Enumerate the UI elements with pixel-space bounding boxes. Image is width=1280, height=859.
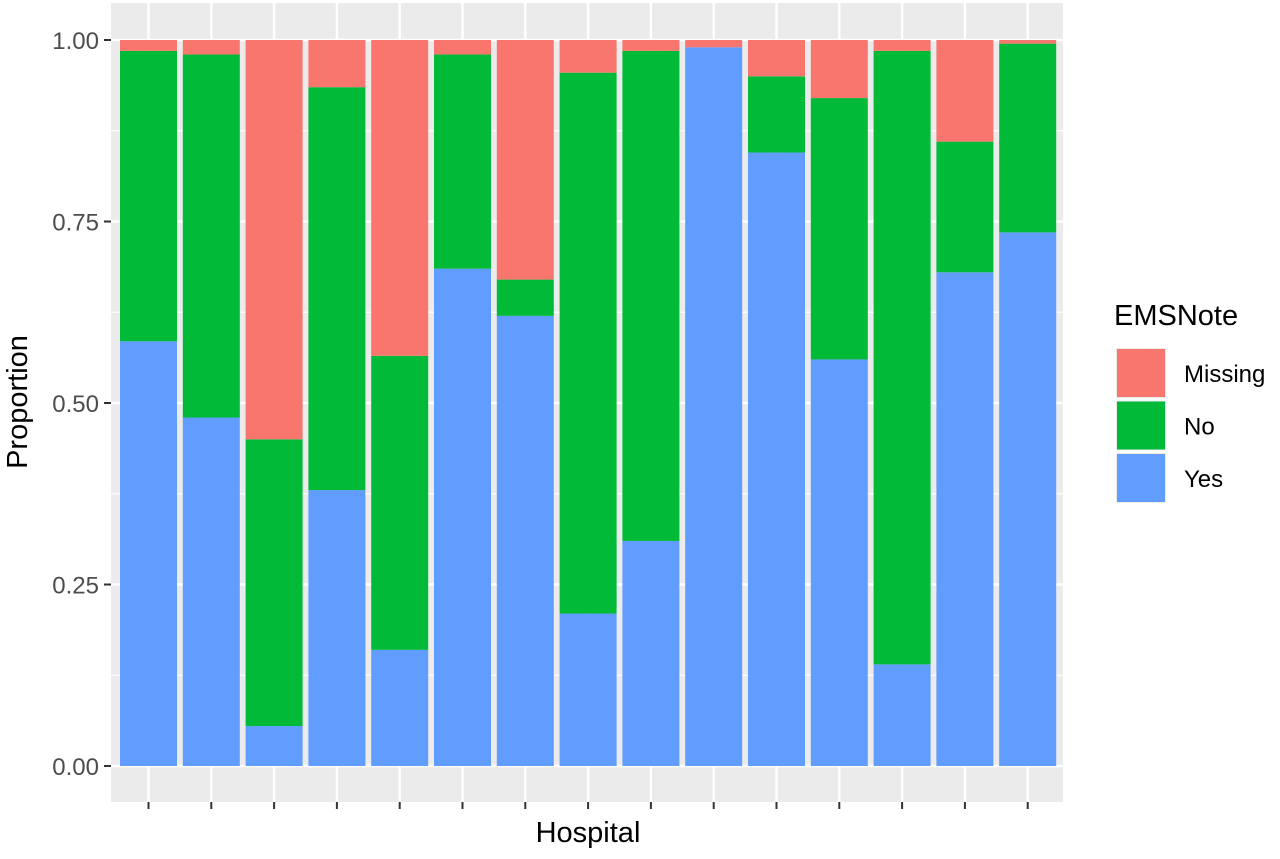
bar-stack — [685, 40, 743, 766]
bar-segment-no — [182, 54, 240, 418]
legend-swatch — [1117, 401, 1165, 450]
y-tick-label: 0.50 — [52, 391, 99, 418]
bar-segment-yes — [999, 232, 1057, 766]
y-tick-label: 1.00 — [52, 28, 99, 55]
legend: EMSNote Missing No Yes — [1114, 300, 1265, 503]
bar-segment-missing — [120, 40, 177, 51]
bar-segment-no — [936, 141, 994, 273]
bar-segment-yes — [748, 152, 805, 766]
bars — [120, 40, 1057, 766]
bar-stack — [434, 40, 491, 766]
bar-segment-no — [748, 76, 805, 153]
legend-item-yes: Yes — [1116, 453, 1223, 503]
legend-swatch — [1117, 454, 1165, 502]
bar-stack — [873, 40, 931, 766]
bar-segment-no — [999, 43, 1057, 233]
axes: 0.00 0.25 0.50 0.75 1.00 — [52, 28, 1029, 809]
bar-segment-missing — [622, 40, 680, 51]
bar-segment-yes — [559, 613, 617, 766]
bar-segment-yes — [873, 664, 931, 766]
bar-stack — [622, 40, 680, 766]
bar-stack — [999, 40, 1057, 766]
bar-segment-yes — [182, 417, 240, 766]
bar-segment-missing — [936, 40, 994, 142]
bar-segment-no — [559, 72, 617, 614]
bar-stack — [559, 40, 617, 766]
bar-segment-no — [434, 54, 491, 269]
legend-title: EMSNote — [1114, 300, 1238, 332]
bar-segment-no — [622, 50, 680, 541]
y-tick-label: 0.25 — [52, 573, 99, 600]
legend-item-missing: Missing — [1116, 348, 1265, 398]
bar-segment-no — [371, 355, 429, 650]
bar-segment-no — [873, 50, 931, 665]
bar-segment-yes — [245, 726, 303, 766]
y-axis-title: Proportion — [2, 335, 34, 469]
bar-segment-yes — [434, 268, 491, 766]
bar-stack — [496, 40, 554, 766]
bar-segment-no — [810, 98, 868, 360]
bar-segment-yes — [308, 490, 366, 766]
bar-stack — [182, 40, 240, 766]
bar-stack — [371, 40, 429, 766]
bar-segment-yes — [810, 359, 868, 766]
bar-stack — [936, 40, 994, 766]
bar-segment-yes — [496, 315, 554, 766]
y-tick-label: 0.75 — [52, 210, 99, 237]
legend-swatch — [1117, 349, 1165, 397]
bar-stack — [120, 40, 177, 766]
bar-segment-missing — [434, 40, 491, 55]
bar-segment-no — [120, 50, 177, 342]
bar-segment-missing — [308, 40, 366, 88]
bar-segment-yes — [685, 47, 743, 766]
x-axis-title: Hospital — [536, 817, 641, 849]
bar-segment-no — [245, 439, 303, 727]
bar-segment-missing — [685, 40, 743, 48]
bar-segment-yes — [120, 341, 177, 766]
bar-segment-missing — [873, 40, 931, 51]
bar-segment-missing — [496, 40, 554, 280]
bar-segment-yes — [936, 272, 994, 766]
legend-item-no: No — [1116, 400, 1215, 451]
bar-segment-missing — [999, 40, 1057, 44]
bar-stack — [245, 40, 303, 766]
bar-segment-missing — [371, 40, 429, 356]
bar-segment-missing — [559, 40, 617, 73]
bar-stack — [308, 40, 366, 766]
bar-segment-missing — [810, 40, 868, 99]
bar-stack — [748, 40, 805, 766]
bar-segment-missing — [182, 40, 240, 55]
y-tick-label: 0.00 — [52, 754, 99, 781]
bar-segment-no — [496, 279, 554, 316]
bar-segment-yes — [622, 540, 680, 766]
legend-label: Missing — [1184, 361, 1265, 388]
bar-segment-no — [308, 87, 366, 491]
legend-label: Yes — [1184, 466, 1223, 493]
bar-segment-missing — [748, 40, 805, 77]
legend-label: No — [1184, 414, 1215, 441]
bar-segment-missing — [245, 40, 303, 440]
bar-stack — [810, 40, 868, 766]
bar-segment-yes — [371, 649, 429, 766]
